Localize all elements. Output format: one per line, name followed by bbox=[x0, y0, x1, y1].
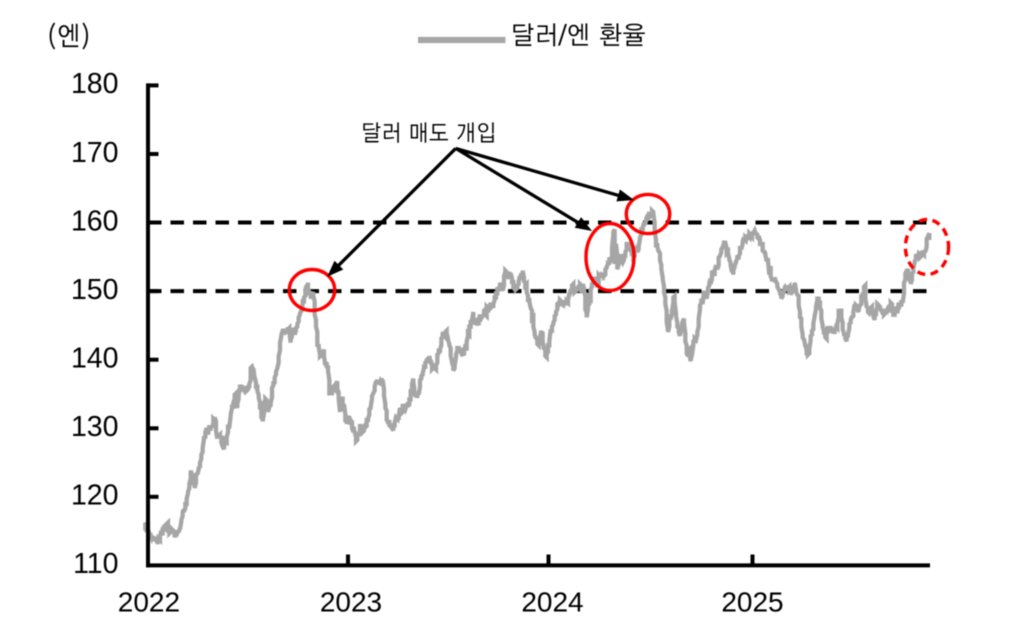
svg-text:180: 180 bbox=[71, 68, 119, 100]
svg-text:130: 130 bbox=[71, 411, 119, 443]
svg-text:2025: 2025 bbox=[721, 587, 783, 618]
svg-text:120: 120 bbox=[71, 480, 119, 512]
svg-text:2023: 2023 bbox=[320, 587, 382, 618]
svg-text:150: 150 bbox=[71, 274, 119, 306]
svg-text:2022: 2022 bbox=[118, 587, 180, 618]
svg-text:2024: 2024 bbox=[521, 587, 583, 618]
svg-text:110: 110 bbox=[73, 548, 118, 580]
svg-text:160: 160 bbox=[71, 205, 119, 237]
svg-text:140: 140 bbox=[71, 343, 119, 375]
svg-text:170: 170 bbox=[71, 137, 119, 169]
